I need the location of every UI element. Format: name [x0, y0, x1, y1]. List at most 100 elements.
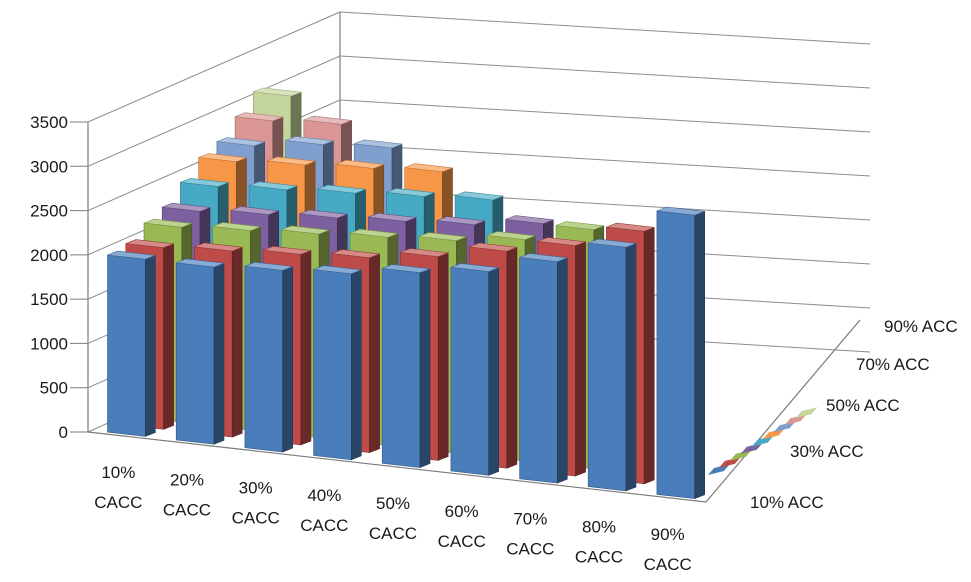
bar-top-face — [317, 184, 366, 194]
floor-marker — [773, 421, 796, 433]
bar-side-face — [350, 269, 362, 461]
bar-front-face — [381, 268, 421, 468]
bar-side-face — [437, 252, 449, 461]
bar-top-face — [281, 225, 330, 235]
bar-top-face — [555, 221, 604, 231]
bar-top-face — [386, 188, 435, 197]
bar-front-face — [244, 265, 284, 453]
side-gridline — [87, 11, 341, 123]
bar-side-face — [625, 242, 637, 492]
bar — [519, 253, 568, 484]
x-tick-label: 40% — [307, 486, 341, 505]
depth-tick-label: 10% ACC — [750, 493, 824, 512]
bar-side-face — [282, 266, 294, 453]
bar-front-face — [519, 257, 558, 484]
y-tick-label: 1000 — [30, 334, 68, 353]
y-tick-label: 500 — [40, 379, 68, 398]
bar-top-face — [244, 261, 293, 271]
y-tick-label: 1500 — [30, 290, 68, 309]
bar-top-face — [382, 264, 431, 274]
bar-side-face — [369, 253, 380, 454]
bar-top-face — [404, 163, 453, 173]
floor-front-edge — [87, 431, 707, 503]
x-tick-label: CACC — [575, 547, 623, 566]
y-tick-label: 2000 — [30, 246, 68, 265]
bar-top-face — [450, 263, 499, 272]
bar-top-face — [331, 249, 380, 259]
floor-marker — [729, 449, 752, 461]
bar-side-face — [300, 250, 312, 446]
bar-top-face — [313, 265, 362, 275]
x-tick-label: 30% — [239, 478, 273, 497]
bar-side-face — [213, 262, 225, 445]
bar-top-face — [418, 232, 467, 242]
x-tick-label: 10% — [101, 463, 135, 482]
bar-top-face — [262, 245, 312, 255]
bar-front-face — [107, 254, 146, 437]
bar-top-face — [212, 222, 261, 232]
x-tick-label: 60% — [445, 502, 479, 521]
bar-top-face — [588, 238, 637, 248]
y-tick-label: 2500 — [30, 202, 68, 221]
floor-marker — [708, 464, 730, 475]
floor-marker — [784, 414, 807, 426]
bars — [107, 87, 706, 500]
bar-front-face — [450, 266, 490, 476]
bar-side-face — [643, 226, 655, 485]
x-tick-label: CACC — [94, 493, 142, 512]
bar-top-face — [125, 239, 174, 249]
bar-front-face — [313, 269, 352, 461]
bar-top-face — [436, 216, 485, 226]
floor-right-edge — [705, 319, 861, 503]
bar-top-face — [176, 258, 225, 268]
y-tick-label: 3500 — [30, 113, 68, 132]
bar-top-face — [107, 250, 156, 260]
bar-side-face — [506, 246, 518, 469]
bar-top-face — [299, 209, 348, 219]
bar — [587, 238, 637, 492]
floor-markers — [708, 407, 818, 475]
back-gridline — [339, 55, 871, 89]
bar-top-face — [505, 215, 554, 225]
bar-top-face — [519, 253, 568, 263]
bar — [107, 250, 156, 437]
bar — [313, 265, 362, 461]
bar-top-face — [454, 191, 504, 201]
x-tick-label: CACC — [438, 532, 486, 551]
bar-top-face — [400, 248, 449, 258]
bar — [656, 206, 706, 500]
bar-side-face — [575, 241, 586, 477]
bar-front-face — [175, 262, 215, 445]
back-gridline — [339, 11, 871, 45]
bar-top-face — [349, 228, 398, 238]
bar-top-face — [656, 206, 705, 216]
bar — [175, 258, 225, 445]
x-tick-label: 70% — [513, 510, 547, 529]
bar-top-face — [253, 87, 302, 97]
bar-side-face — [231, 246, 243, 438]
bar-top-face — [487, 231, 536, 241]
bar — [381, 264, 431, 468]
floor-marker — [718, 456, 741, 468]
axis-labels: 0 500 1000 1500 2000 2500 3000 3500 10% CACC 20% CA… — [30, 113, 958, 574]
bar-top-face — [194, 242, 243, 252]
floor-marker — [740, 442, 763, 454]
x-tick-label: 50% — [376, 494, 410, 513]
y-tick-label: 0 — [59, 423, 68, 442]
depth-tick-label: 90% ACC — [884, 317, 958, 336]
x-tick-label: 80% — [582, 517, 616, 536]
y-tick-label: 3000 — [30, 157, 68, 176]
bar-top-face — [335, 159, 384, 169]
bar-top-face — [234, 112, 284, 122]
x-tick-label: CACC — [163, 501, 211, 520]
bar-top-face — [267, 156, 316, 166]
x-tick-label: CACC — [644, 555, 692, 574]
back-gridline — [339, 143, 871, 177]
bar-side-face — [419, 268, 431, 468]
x-tick-label: 20% — [170, 471, 204, 490]
x-tick-label: CACC — [506, 540, 554, 559]
bar-side-face — [694, 210, 706, 500]
bar-top-face — [303, 115, 352, 125]
x-tick-label: CACC — [300, 516, 348, 535]
